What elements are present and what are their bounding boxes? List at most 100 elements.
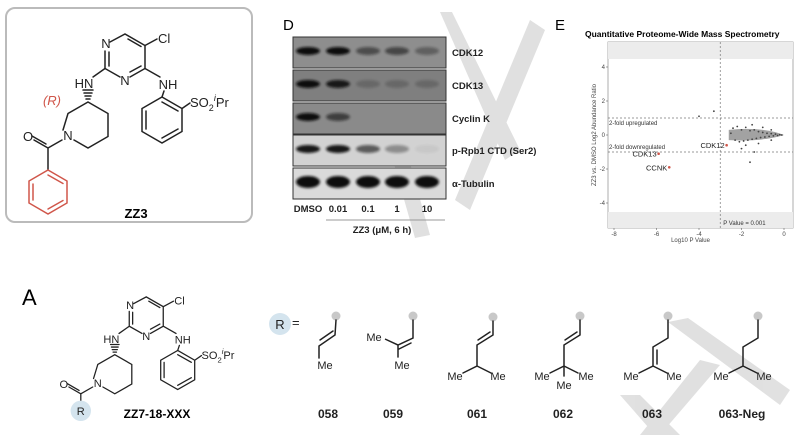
r-group-circle [70, 400, 91, 421]
data-point [780, 134, 783, 136]
shaded-band-bottom [608, 212, 793, 228]
data-point [753, 151, 756, 153]
me-label: Me [317, 360, 332, 372]
x-tick-label: -4 [696, 232, 702, 238]
data-point [770, 132, 773, 135]
substituent-059 [384, 319, 414, 358]
atom-n3: N [142, 331, 150, 343]
zz7-structure: R N N Cl HN NH N O SO2iPr [60, 296, 235, 421]
data-point [712, 110, 715, 113]
blot-band [415, 144, 439, 153]
highlighted-point [667, 166, 671, 169]
blot-band [296, 175, 320, 188]
panel-e-label: E [555, 17, 565, 34]
data-point [757, 142, 760, 145]
blot-band [415, 46, 439, 55]
blot-row-label: p-Rpb1 CTD (Ser2) [452, 146, 536, 157]
blot-band [356, 46, 380, 55]
stereo-label: (R) [43, 93, 61, 108]
data-point [740, 147, 743, 150]
highlighted-point [725, 143, 728, 147]
me-label: Me [534, 371, 549, 383]
blot-band [415, 175, 439, 188]
panel-d-label: D [283, 17, 294, 34]
y-tick-label: -2 [600, 167, 606, 173]
data-point [755, 137, 758, 140]
data-point [766, 132, 768, 135]
x-tick-label: -2 [739, 232, 745, 238]
me-label: Me [556, 380, 571, 392]
lane-label: 0.01 [329, 204, 348, 215]
me-label: Me [666, 371, 681, 383]
data-point [759, 136, 762, 139]
atom-n-piperidine: N [94, 378, 102, 390]
treatment-label: ZZ3 (μM, 6 h) [353, 225, 412, 236]
data-point [732, 127, 734, 130]
y-tick-label: 4 [602, 65, 606, 71]
substituent-label: 063-Neg [719, 407, 766, 421]
blot-row-label: CDK13 [452, 81, 483, 92]
data-point [757, 130, 760, 133]
data-point [738, 140, 741, 143]
blot-band [356, 79, 380, 88]
blot-band [356, 175, 380, 188]
atom-nh: NH [175, 335, 191, 347]
r-legend-label: R [275, 317, 284, 332]
atom-n1: N [101, 36, 110, 51]
data-point [734, 139, 737, 142]
data-point [746, 139, 749, 142]
chart-title: Quantitative Proteome-Wide Mass Spectrom… [585, 29, 780, 39]
atom-n-piperidine: N [63, 128, 72, 143]
blot-band [415, 79, 439, 88]
data-point [729, 132, 732, 135]
data-point [776, 134, 779, 137]
data-point [749, 129, 751, 132]
data-point [740, 129, 743, 131]
data-point [763, 136, 766, 138]
atom-hn: HN [103, 334, 119, 346]
me-label: Me [447, 371, 462, 383]
me-label: Me [578, 371, 593, 383]
highlighted-point [657, 152, 660, 155]
zz7-label: ZZ7-18-XXX [124, 407, 191, 421]
r-group-label: R [77, 406, 85, 418]
x-tick-label: -6 [654, 232, 660, 238]
substituent-063-neg [728, 319, 759, 374]
substituent-058 [318, 319, 337, 359]
data-point [753, 129, 756, 131]
substituent-label: 061 [467, 407, 487, 421]
upregulated-annotation: 2-fold upregulated [609, 121, 657, 127]
highlighted-point-label: CCNK [646, 163, 667, 172]
atom-cl: Cl [158, 31, 170, 46]
zz3-box [5, 7, 253, 223]
atom-nh: NH [159, 77, 178, 92]
data-point [744, 144, 747, 147]
x-tick-label: 0 [782, 232, 786, 238]
blot-band [296, 79, 320, 88]
blot-band [326, 112, 350, 121]
downregulated-annotation: 2-fold downregulated [609, 145, 665, 151]
atom-sulfonyl: SO2iPr [201, 347, 234, 365]
me-label: Me [366, 332, 381, 344]
me-label: Me [394, 360, 409, 372]
blot-band [385, 175, 409, 188]
attachment-points [331, 311, 763, 322]
substituent-label: 063 [642, 407, 662, 421]
y-tick-label: -4 [600, 201, 606, 207]
data-point [736, 125, 739, 128]
y-axis-label: ZZ3 vs. DMSO Log2 Abundance Ratio [592, 83, 598, 186]
lane-label: DMSO [294, 204, 323, 215]
data-point [778, 133, 781, 136]
y-tick-label: 0 [602, 133, 606, 139]
lane-label: 1 [394, 204, 400, 215]
atom-hn: HN [75, 76, 94, 91]
data-point [770, 129, 773, 131]
lane-label: 0.1 [361, 204, 375, 215]
shaded-band-top [608, 42, 793, 59]
data-point [761, 131, 764, 134]
data-point [742, 140, 745, 142]
blot-band [385, 79, 409, 88]
equals-sign: = [292, 315, 300, 330]
blot-row-label: α-Tubulin [452, 179, 495, 190]
